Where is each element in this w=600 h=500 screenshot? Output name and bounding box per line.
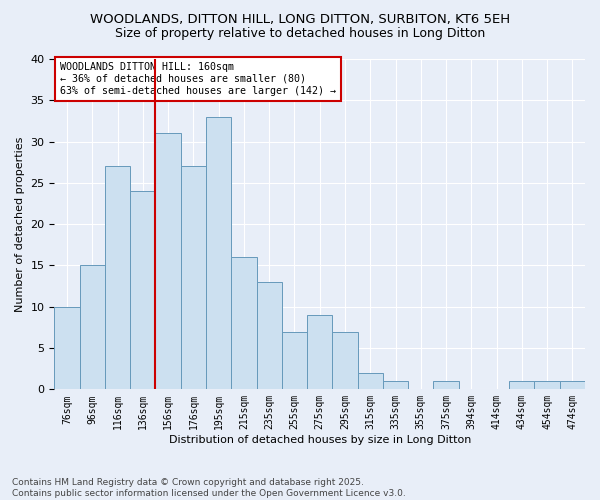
Text: WOODLANDS, DITTON HILL, LONG DITTON, SURBITON, KT6 5EH: WOODLANDS, DITTON HILL, LONG DITTON, SUR…: [90, 12, 510, 26]
Bar: [206, 117, 231, 390]
X-axis label: Distribution of detached houses by size in Long Ditton: Distribution of detached houses by size …: [169, 435, 471, 445]
Bar: [55, 307, 80, 390]
Text: WOODLANDS DITTON HILL: 160sqm
← 36% of detached houses are smaller (80)
63% of s: WOODLANDS DITTON HILL: 160sqm ← 36% of d…: [60, 62, 336, 96]
Bar: [257, 282, 282, 390]
Bar: [80, 266, 105, 390]
Y-axis label: Number of detached properties: Number of detached properties: [15, 136, 25, 312]
Bar: [231, 257, 257, 390]
Bar: [307, 315, 332, 390]
Bar: [155, 134, 181, 390]
Bar: [560, 381, 585, 390]
Bar: [509, 381, 535, 390]
Text: Contains HM Land Registry data © Crown copyright and database right 2025.
Contai: Contains HM Land Registry data © Crown c…: [12, 478, 406, 498]
Bar: [181, 166, 206, 390]
Bar: [130, 191, 155, 390]
Bar: [105, 166, 130, 390]
Bar: [332, 332, 358, 390]
Bar: [535, 381, 560, 390]
Bar: [433, 381, 458, 390]
Bar: [383, 381, 408, 390]
Bar: [358, 373, 383, 390]
Bar: [282, 332, 307, 390]
Text: Size of property relative to detached houses in Long Ditton: Size of property relative to detached ho…: [115, 28, 485, 40]
